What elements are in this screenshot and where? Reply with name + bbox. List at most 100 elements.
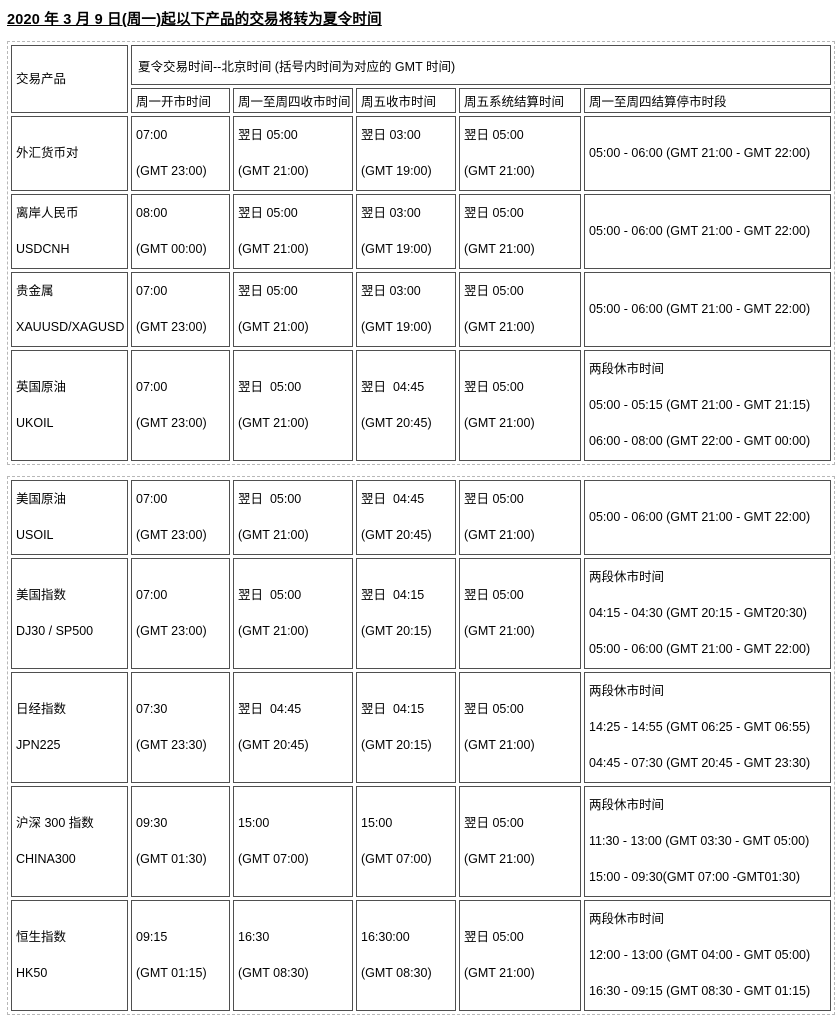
cell-line: 04:45 - 07:30 (GMT 20:45 - GMT 23:30) xyxy=(589,756,811,770)
cell-line: 09:30 xyxy=(136,816,168,830)
cell-line: 翌日 05:00 xyxy=(464,588,524,602)
product-cell: 美国指数 DJ30 / SP500 xyxy=(11,558,128,669)
cell-line: (GMT 21:00) xyxy=(238,528,309,542)
table-row: 沪深 300 指数 CHINA300 09:30 (GMT 01:30) 15:00 (G… xyxy=(11,786,831,897)
cell-line: 09:15 xyxy=(136,930,168,944)
cell-line: 翌日 04:45 xyxy=(238,702,302,716)
cell-line: 翌日 03:00 xyxy=(361,206,421,220)
cell-line: 翌日 04:15 xyxy=(361,702,425,716)
cell-line: (GMT 21:00) xyxy=(238,164,309,178)
monday-open-cell: 08:00 (GMT 00:00) xyxy=(131,194,230,269)
cell-line: (GMT 21:00) xyxy=(464,738,535,752)
cell-line: 外汇货币对 xyxy=(16,146,79,160)
cell-line: USDCNH xyxy=(16,242,70,256)
cell-line: (GMT 07:00) xyxy=(238,852,309,866)
cell-line: (GMT 23:00) xyxy=(136,624,207,638)
settlement-halt-cell: 05:00 - 06:00 (GMT 21:00 - GMT 22:00) xyxy=(584,272,832,347)
cell-line: 翌日 05:00 xyxy=(238,128,298,142)
header-product-label: 交易产品 xyxy=(16,71,67,86)
header-mon-thu-close: 周一至周四收市时间 xyxy=(233,88,353,113)
cell-line: 07:00 xyxy=(136,284,168,298)
header-friday-close: 周五收市时间 xyxy=(356,88,456,113)
cell-line: (GMT 08:30) xyxy=(238,966,309,980)
friday-close-cell: 翌日 04:45 (GMT 20:45) xyxy=(356,350,456,461)
friday-close-cell: 翌日 04:45 (GMT 20:45) xyxy=(356,480,456,555)
header-summer-time-group: 夏令交易时间--北京时间 (括号内时间为对应的 GMT 时间) xyxy=(131,45,832,85)
cell-line: (GMT 23:00) xyxy=(136,320,207,334)
cell-line: (GMT 23:00) xyxy=(136,164,207,178)
trading-hours-table-bottom: 美国原油 USOIL 07:00 (GMT 23:00) 翌日 05:00 (GMT 21… xyxy=(7,476,835,1015)
monday-open-cell: 07:00 (GMT 23:00) xyxy=(131,272,230,347)
header-settlement-halt: 周一至周四结算停市时段 xyxy=(584,88,832,113)
cell-line: (GMT 21:00) xyxy=(238,320,309,334)
cell-line: (GMT 21:00) xyxy=(238,624,309,638)
cell-line: (GMT 20:15) xyxy=(361,624,432,638)
cell-line: XAUUSD/XAGUSD xyxy=(16,320,125,334)
trading-hours-table-top: 交易产品 夏令交易时间--北京时间 (括号内时间为对应的 GMT 时间) 周一开… xyxy=(7,41,836,465)
monday-open-cell: 07:30 (GMT 23:30) xyxy=(131,672,230,783)
table-row: 美国指数 DJ30 / SP500 07:00 (GMT 23:00) 翌日 05:00… xyxy=(11,558,831,669)
cell-line: 翌日 05:00 xyxy=(238,284,298,298)
friday-close-cell: 15:00 (GMT 07:00) xyxy=(356,786,456,897)
monday-open-cell: 07:00 (GMT 23:00) xyxy=(131,116,230,191)
cell-line: 05:00 - 06:00 (GMT 21:00 - GMT 22:00) xyxy=(589,510,811,524)
cell-line: (GMT 07:00) xyxy=(361,852,432,866)
table-row: 离岸人民币 USDCNH 08:00 (GMT 00:00) 翌日 05:00 (GMT … xyxy=(11,194,832,269)
cell-line: (GMT 21:00) xyxy=(464,164,535,178)
settlement-halt-cell: 05:00 - 06:00 (GMT 21:00 - GMT 22:00) xyxy=(584,116,832,191)
cell-line: 翌日 05:00 xyxy=(464,284,524,298)
cell-line: (GMT 21:00) xyxy=(464,624,535,638)
friday-settlement-cell: 翌日 05:00 (GMT 21:00) xyxy=(459,350,581,461)
cell-line: 08:00 xyxy=(136,206,168,220)
product-cell: 日经指数 JPN225 xyxy=(11,672,128,783)
cell-line: (GMT 21:00) xyxy=(464,320,535,334)
mon-thu-close-cell: 翌日 05:00 (GMT 21:00) xyxy=(233,272,353,347)
cell-line: (GMT 21:00) xyxy=(464,416,535,430)
cell-line: 翌日 05:00 xyxy=(464,206,524,220)
cell-line: 两段休市时间 xyxy=(589,362,665,376)
cell-line: 15:00 - 09:30(GMT 07:00 -GMT01:30) xyxy=(589,870,800,884)
cell-line: 日经指数 xyxy=(16,702,67,716)
table-row: 美国原油 USOIL 07:00 (GMT 23:00) 翌日 05:00 (GMT 21… xyxy=(11,480,831,555)
cell-line: 翌日 04:15 xyxy=(361,588,425,602)
cell-line: (GMT 20:45) xyxy=(238,738,309,752)
cell-line: 05:00 - 05:15 (GMT 21:00 - GMT 21:15) xyxy=(589,398,811,412)
cell-line: 翌日 03:00 xyxy=(361,128,421,142)
cell-line: UKOIL xyxy=(16,416,54,430)
cell-line: 翌日 05:00 xyxy=(464,702,524,716)
settlement-halt-cell: 两段休市时间 11:30 - 13:00 (GMT 03:30 - GMT 05:… xyxy=(584,786,831,897)
cell-line: 16:30:00 xyxy=(361,930,410,944)
table-row: 恒生指数 HK50 09:15 (GMT 01:15) 16:30 (GMT 08:30)… xyxy=(11,900,831,1011)
friday-close-cell: 翌日 04:15 (GMT 20:15) xyxy=(356,558,456,669)
settlement-halt-cell: 两段休市时间 04:15 - 04:30 (GMT 20:15 - GMT20:3… xyxy=(584,558,831,669)
product-cell: 贵金属 XAUUSD/XAGUSD xyxy=(11,272,128,347)
friday-close-cell: 16:30:00 (GMT 08:30) xyxy=(356,900,456,1011)
cell-line: (GMT 19:00) xyxy=(361,320,432,334)
cell-line: 05:00 - 06:00 (GMT 21:00 - GMT 22:00) xyxy=(589,302,811,316)
cell-line: 12:00 - 13:00 (GMT 04:00 - GMT 05:00) xyxy=(589,948,811,962)
friday-close-cell: 翌日 03:00 (GMT 19:00) xyxy=(356,272,456,347)
friday-settlement-cell: 翌日 05:00 (GMT 21:00) xyxy=(459,900,581,1011)
friday-settlement-cell: 翌日 05:00 (GMT 21:00) xyxy=(459,272,581,347)
cell-line: DJ30 / SP500 xyxy=(16,624,94,638)
cell-line: 翌日 03:00 xyxy=(361,284,421,298)
cell-line: 15:00 xyxy=(361,816,393,830)
cell-line: 恒生指数 xyxy=(16,930,67,944)
mon-thu-close-cell: 15:00 (GMT 07:00) xyxy=(233,786,353,897)
cell-line: USOIL xyxy=(16,528,54,542)
header-row-columns: 周一开市时间 周一至周四收市时间 周五收市时间 周五系统结算时间 周一至周四结算… xyxy=(11,88,832,113)
mon-thu-close-cell: 翌日 05:00 (GMT 21:00) xyxy=(233,480,353,555)
header-friday-settlement: 周五系统结算时间 xyxy=(459,88,581,113)
table-row: 英国原油 UKOIL 07:00 (GMT 23:00) 翌日 05:00 (GMT 21… xyxy=(11,350,832,461)
cell-line: (GMT 20:15) xyxy=(361,738,432,752)
mon-thu-close-cell: 翌日 05:00 (GMT 21:00) xyxy=(233,558,353,669)
cell-line: 07:30 xyxy=(136,702,168,716)
cell-line: 英国原油 xyxy=(16,380,67,394)
cell-line: JPN225 xyxy=(16,738,61,752)
product-cell: 英国原油 UKOIL xyxy=(11,350,128,461)
cell-line: 16:30 - 09:15 (GMT 08:30 - GMT 01:15) xyxy=(589,984,811,998)
settlement-halt-cell: 05:00 - 06:00 (GMT 21:00 - GMT 22:00) xyxy=(584,480,831,555)
cell-line: 两段休市时间 xyxy=(589,570,665,584)
friday-close-cell: 翌日 04:15 (GMT 20:15) xyxy=(356,672,456,783)
